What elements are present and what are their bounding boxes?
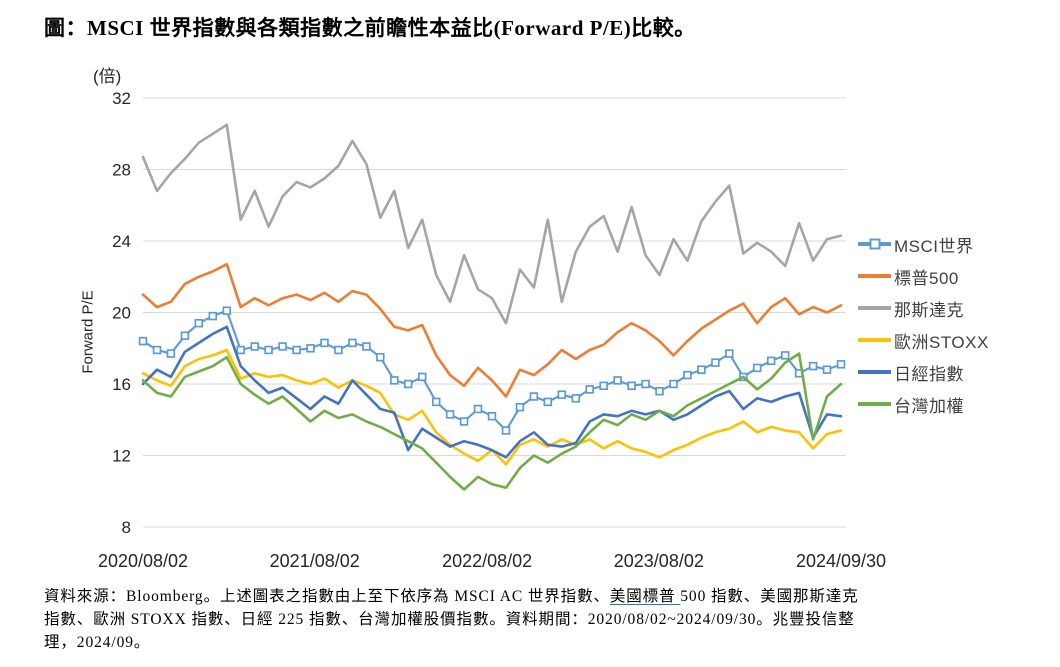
series-marker: [292, 345, 301, 355]
legend-line-swatch: [858, 370, 891, 374]
series-marker: [376, 352, 385, 362]
legend-line-swatch: [858, 306, 891, 310]
series-marker: [641, 379, 650, 389]
legend-item-歐洲STOXX: 歐洲STOXX: [858, 324, 989, 356]
y-tick-label: 8: [122, 518, 131, 537]
series-marker: [766, 356, 776, 366]
source-note-line-1: 資料來源：Bloomberg。上述圖表之指數由上至下依序為 MSCI AC 世界…: [44, 585, 859, 608]
series-line-日經指數: [141, 325, 843, 459]
series-marker: [683, 370, 692, 380]
series-marker: [250, 342, 259, 351]
series-marker: [585, 385, 594, 394]
series-marker: [390, 376, 399, 385]
y-tick-label: 20: [112, 304, 131, 323]
series-marker: [320, 338, 329, 348]
series-marker: [138, 336, 148, 346]
series-marker: [515, 402, 525, 412]
y-axis-unit-label: (倍): [93, 67, 122, 86]
x-tick-label: 2022/08/02: [442, 551, 532, 571]
series-marker: [697, 365, 706, 374]
series-marker: [152, 345, 162, 355]
y-tick-label: 12: [112, 447, 131, 466]
series-marker: [278, 342, 287, 351]
series-marker: [264, 345, 273, 355]
series-marker: [306, 344, 315, 353]
series-marker: [445, 410, 455, 419]
series-marker: [208, 311, 218, 321]
series-marker: [557, 390, 567, 399]
series-marker: [459, 417, 469, 426]
legend-label: 台灣加權: [894, 396, 964, 416]
series-marker: [236, 345, 245, 355]
forward-pe-line-chart: 32 28 24 20 16 12 8 2020/08/02 2021/08/02 2022/08…: [98, 89, 886, 571]
series-marker: [571, 394, 581, 403]
series-marker: [725, 349, 734, 358]
series-marker: [836, 360, 846, 369]
legend-line-swatch: [858, 238, 891, 250]
series-marker: [613, 376, 622, 385]
series-marker: [655, 386, 664, 396]
legend-label: 歐洲STOXX: [894, 332, 989, 352]
series-marker: [222, 306, 232, 315]
series-marker: [808, 361, 818, 371]
series-line-那斯達克: [141, 123, 843, 325]
source-note-line-3: 理，2024/09。: [44, 634, 151, 651]
series-marker: [780, 351, 790, 360]
legend-item-台灣加權: 台灣加權: [858, 388, 989, 420]
series-marker: [711, 358, 720, 367]
series-marker: [529, 392, 539, 401]
legend-line-swatch: [858, 402, 891, 406]
series-marker: [473, 404, 483, 414]
series-line-台灣加權: [141, 352, 843, 491]
legend-label: MSCI世界: [894, 236, 974, 256]
series-marker: [166, 349, 176, 358]
x-tick-label: 2024/09/30: [796, 551, 886, 571]
source-note: 資料來源：Bloomberg。上述圖表之指數由上至下依序為 MSCI AC 世界…: [44, 585, 859, 654]
series-marker: [194, 318, 204, 328]
series-marker: [543, 397, 553, 407]
chart-title: 圖：MSCI 世界指數與各類指數之前瞻性本益比(Forward P/E)比較。: [44, 16, 696, 40]
x-tick-label: 2021/08/02: [270, 551, 360, 571]
source-note-text: 資料來源：Bloomberg。上述圖表之指數由上至下依序為 MSCI AC 世界…: [44, 588, 610, 605]
series-marker: [501, 426, 511, 435]
series-marker: [403, 379, 413, 389]
source-note-text: 500 指數、美國那斯達克: [680, 588, 859, 605]
series-line-標普500: [141, 262, 843, 398]
x-tick-label: 2023/08/02: [614, 551, 704, 571]
legend-item-MSCI世界: MSCI世界: [858, 228, 989, 260]
series-marker: [599, 381, 608, 391]
y-tick-label: 24: [112, 232, 131, 251]
legend-label: 標普500: [894, 268, 959, 288]
chart-legend: MSCI世界 標普500 那斯達克歐洲STOXX 日經指數台灣加權: [858, 228, 989, 420]
series-marker: [431, 397, 441, 407]
legend-label: 那斯達克: [894, 300, 964, 320]
series-marker: [180, 331, 190, 340]
legend-line-swatch: [858, 274, 891, 278]
series-marker: [334, 345, 343, 355]
y-tick-label: 16: [112, 375, 131, 394]
legend-square-marker: [869, 238, 880, 250]
series-marker: [822, 365, 832, 374]
underlined-text: 美國標普: [609, 588, 681, 605]
source-note-line-2: 指數、歐洲 STOXX 指數、日經 225 指數、台灣加權股價指數。資料期間：2…: [44, 611, 855, 628]
series-marker: [487, 411, 497, 421]
legend-item-標普500: 標普500: [858, 260, 989, 292]
legend-item-那斯達克: 那斯達克: [858, 292, 989, 324]
y-tick-label: 28: [112, 161, 131, 180]
y-tick-label: 32: [112, 89, 131, 108]
series-marker: [417, 372, 427, 382]
series-marker: [752, 363, 762, 373]
series-marker: [627, 381, 636, 391]
series-marker: [362, 342, 371, 351]
series-marker: [669, 379, 678, 389]
legend-item-日經指數: 日經指數: [858, 356, 989, 388]
legend-line-swatch: [858, 338, 891, 342]
x-tick-label: 2020/08/02: [98, 551, 188, 571]
legend-label: 日經指數: [894, 364, 964, 384]
series-marker: [348, 338, 357, 348]
